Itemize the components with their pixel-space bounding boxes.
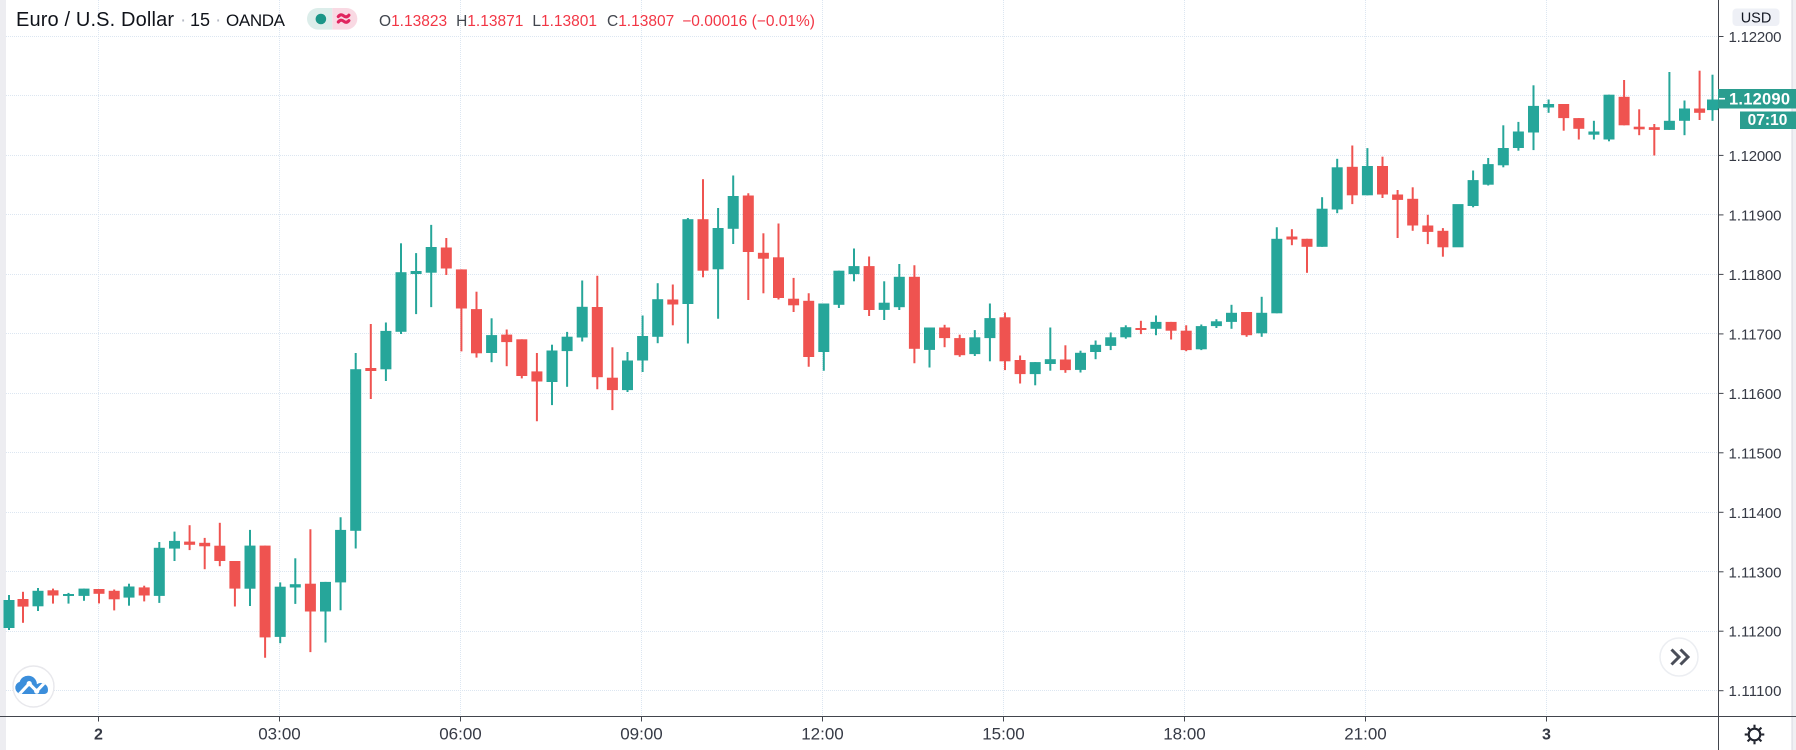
- svg-text:1.12200: 1.12200: [1729, 29, 1782, 46]
- svg-text:2: 2: [94, 727, 103, 744]
- svg-text:1.11900: 1.11900: [1729, 207, 1782, 224]
- svg-text:1.11500: 1.11500: [1729, 445, 1782, 462]
- svg-text:06:00: 06:00: [439, 725, 482, 744]
- svg-text:1.11300: 1.11300: [1729, 564, 1782, 581]
- svg-text:USD: USD: [1741, 11, 1772, 27]
- svg-text:·: ·: [180, 10, 186, 31]
- svg-text:03:00: 03:00: [258, 725, 301, 744]
- svg-text:15:00: 15:00: [982, 725, 1025, 744]
- svg-text:21:00: 21:00: [1344, 725, 1387, 744]
- svg-text:12:00: 12:00: [801, 725, 844, 744]
- svg-text:09:00: 09:00: [620, 725, 663, 744]
- svg-text:·: ·: [215, 10, 221, 31]
- svg-text:18:00: 18:00: [1163, 725, 1206, 744]
- svg-text:1.11700: 1.11700: [1729, 326, 1782, 343]
- svg-text:1.11400: 1.11400: [1729, 505, 1782, 522]
- svg-text:1.12090: 1.12090: [1729, 91, 1790, 109]
- svg-text:1.11100: 1.11100: [1729, 683, 1782, 700]
- svg-text:Euro / U.S. Dollar: Euro / U.S. Dollar: [16, 9, 174, 31]
- svg-text:1.12000: 1.12000: [1729, 148, 1782, 165]
- svg-text:07:10: 07:10: [1748, 112, 1788, 129]
- svg-text:1.11200: 1.11200: [1729, 624, 1782, 641]
- svg-text:1.11600: 1.11600: [1729, 386, 1782, 403]
- svg-text:15: 15: [190, 10, 210, 30]
- svg-text:1.11800: 1.11800: [1729, 267, 1782, 284]
- svg-text:OANDA: OANDA: [226, 11, 286, 30]
- svg-text:3: 3: [1542, 727, 1551, 744]
